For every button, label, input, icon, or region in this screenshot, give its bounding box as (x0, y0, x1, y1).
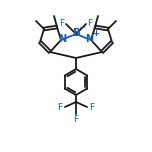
Text: F: F (59, 19, 65, 28)
Text: −: − (78, 24, 85, 33)
Text: F: F (73, 114, 79, 123)
Text: F: F (57, 102, 63, 112)
Text: F: F (87, 19, 93, 28)
Text: F: F (89, 102, 95, 112)
Text: N: N (58, 34, 67, 44)
Text: N: N (85, 34, 94, 44)
Text: B: B (73, 28, 81, 38)
Text: +: + (93, 29, 100, 38)
